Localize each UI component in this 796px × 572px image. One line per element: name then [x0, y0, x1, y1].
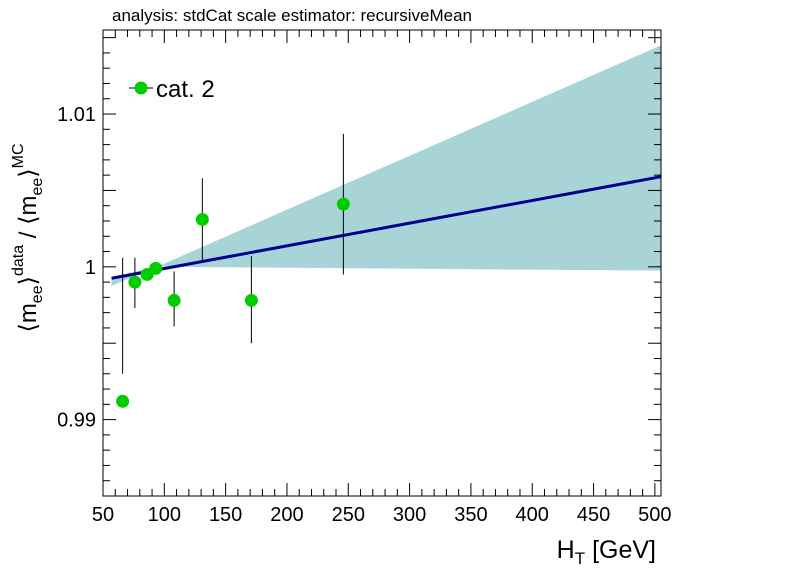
x-tick-label: 250	[332, 504, 365, 526]
x-tick-label: 50	[92, 504, 114, 526]
y-tick-label: 1	[85, 257, 96, 279]
x-tick-label: 150	[209, 504, 242, 526]
y-tick-label: 0.99	[57, 410, 96, 432]
x-tick-label: 450	[577, 504, 610, 526]
x-axis-label-tail: [GeV]	[585, 536, 656, 564]
y-axis-label-sup-2: MC	[10, 143, 27, 168]
y-axis-label: ⟨mee⟩data / ⟨mee⟩MC	[10, 143, 46, 332]
uncertainty-band	[111, 45, 662, 286]
data-point	[149, 261, 163, 275]
y-axis-label-sub-2: ee	[29, 178, 46, 196]
x-tick-label: 500	[638, 504, 671, 526]
x-tick-label: 100	[148, 504, 181, 526]
fit-line	[111, 175, 662, 280]
y-axis-label-close-1: ⟩	[15, 276, 42, 285]
y-axis-label-slash: /	[15, 225, 42, 245]
plot-frame	[102, 29, 662, 497]
chart-title: analysis: stdCat scale estimator: recurs…	[112, 6, 472, 25]
x-axis-label: HT [GeV]	[557, 536, 656, 568]
legend-marker	[134, 81, 148, 95]
y-axis-label-sup-1: data	[10, 245, 27, 276]
y-axis-label-close-2: ⟩	[15, 168, 42, 177]
x-axis-label-main: H	[557, 536, 575, 564]
y-axis-label-open-2: ⟨m	[15, 196, 42, 225]
data-point	[116, 394, 130, 408]
y-axis-label-sub-1: ee	[29, 285, 46, 303]
y-tick-label: 1.01	[57, 104, 96, 126]
data-point	[336, 197, 350, 211]
x-tick-label: 200	[270, 504, 303, 526]
data-point	[128, 275, 142, 289]
data-point	[195, 212, 209, 226]
x-tick-label: 350	[454, 504, 487, 526]
data-point	[244, 293, 258, 307]
x-axis-label-sub: T	[575, 549, 585, 568]
x-tick-label: 400	[516, 504, 549, 526]
legend-label: cat. 2	[156, 76, 215, 103]
data-point	[167, 293, 181, 307]
x-tick-label: 300	[393, 504, 426, 526]
y-axis-label-open-1: ⟨m	[15, 303, 42, 332]
